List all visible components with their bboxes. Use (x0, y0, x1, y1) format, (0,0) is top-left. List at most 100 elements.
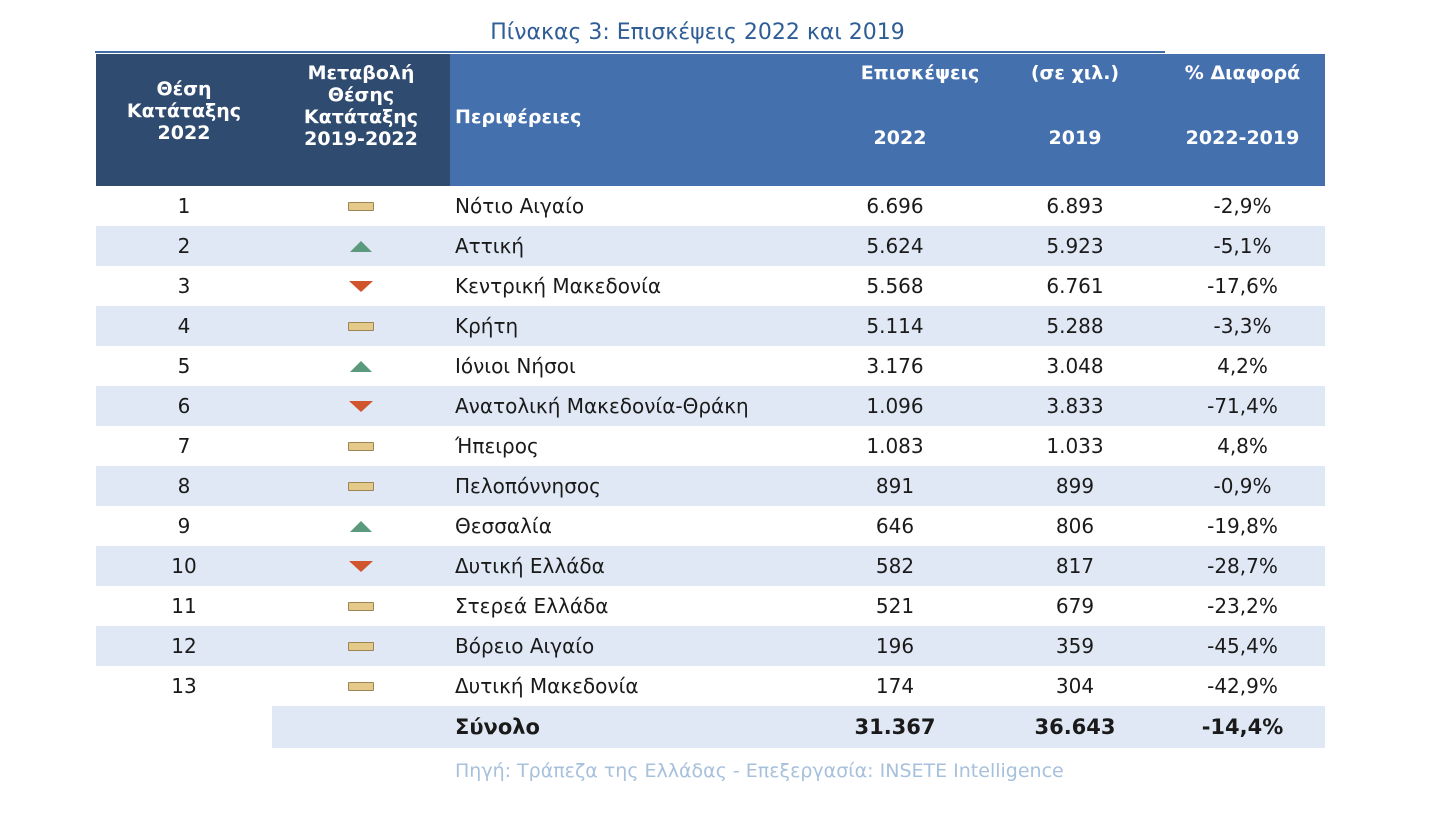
table-row: 8 Πελοπόννησος 891 899 -0,9% (96, 466, 1325, 506)
region-cell: Ήπειρος (455, 434, 539, 458)
total-diff: -14,4% (1201, 715, 1284, 739)
visits-2019-cell: 5.923 (1046, 234, 1104, 258)
visits-2022-cell: 1.096 (866, 394, 924, 418)
visits-2019-cell: 6.761 (1046, 274, 1104, 298)
diff-cell: -45,4% (1207, 634, 1278, 658)
table-body: 1 Νότιο Αιγαίο 6.696 6.893 -2,9% 2 Αττική 5.624… (96, 186, 1325, 706)
header-diff: % Διαφορά (1184, 62, 1301, 84)
rank-change-cell (272, 386, 450, 426)
region-cell: Ανατολική Μακεδονία-Θράκη (455, 394, 749, 418)
region-cell: Ιόνιοι Νήσοι (455, 354, 576, 378)
region-cell: Κρήτη (455, 314, 519, 338)
header-year-2019: 2019 (1048, 127, 1102, 149)
visits-2022-cell: 5.114 (866, 314, 924, 338)
diff-cell: -28,7% (1207, 554, 1278, 578)
total-row: Σύνολο 31.367 36.643 -14,4% (272, 706, 1325, 748)
table-row: 5 Ιόνιοι Νήσοι 3.176 3.048 4,2% (96, 346, 1325, 386)
arrow-down-icon (349, 280, 373, 292)
rank-cell: 10 (171, 554, 197, 578)
rank-cell: 11 (171, 594, 197, 618)
rank-cell: 6 (177, 394, 191, 418)
header-units: (σε χιλ.) (1030, 62, 1120, 84)
header-region: Περιφέρειες (455, 106, 582, 128)
header-dark-block (96, 54, 450, 186)
visits-2022-cell: 196 (875, 634, 915, 658)
visits-2019-cell: 6.893 (1046, 194, 1104, 218)
diff-cell: -0,9% (1213, 474, 1272, 498)
visits-2019-cell: 1.033 (1046, 434, 1104, 458)
rank-change-cell (272, 346, 450, 386)
visits-2022-cell: 1.083 (866, 434, 924, 458)
table-row: 6 Ανατολική Μακεδονία-Θράκη 1.096 3.833 -71,… (96, 386, 1325, 426)
header-year-2022: 2022 (873, 127, 927, 149)
visits-2022-cell: 174 (875, 674, 915, 698)
visits-2022-cell: 582 (875, 554, 915, 578)
visits-2022-cell: 5.624 (866, 234, 924, 258)
no-change-icon (348, 601, 374, 611)
visits-2022-cell: 3.176 (866, 354, 924, 378)
rank-change-cell (272, 666, 450, 706)
visits-2019-cell: 304 (1055, 674, 1095, 698)
table-title: Πίνακας 3: Επισκέψεις 2022 και 2019 (490, 20, 905, 45)
visits-2022-cell: 891 (875, 474, 915, 498)
table-row: 4 Κρήτη 5.114 5.288 -3,3% (96, 306, 1325, 346)
diff-cell: -5,1% (1213, 234, 1272, 258)
table-row: 12 Βόρειο Αιγαίο 196 359 -45,4% (96, 626, 1325, 666)
no-change-icon (348, 441, 374, 451)
region-cell: Θεσσαλία (455, 514, 552, 538)
table-row: 9 Θεσσαλία 646 806 -19,8% (96, 506, 1325, 546)
header-rank: Θέση Κατάταξης 2022 (126, 78, 242, 144)
arrow-down-icon (349, 400, 373, 412)
title-divider (95, 51, 1165, 53)
rank-change-cell (272, 266, 450, 306)
visits-2022-cell: 5.568 (866, 274, 924, 298)
diff-cell: -71,4% (1207, 394, 1278, 418)
visits-2022-cell: 6.696 (866, 194, 924, 218)
region-cell: Δυτική Ελλάδα (455, 554, 605, 578)
arrow-up-icon (350, 360, 372, 372)
region-cell: Βόρειο Αιγαίο (455, 634, 595, 658)
diff-cell: 4,2% (1217, 354, 1268, 378)
no-change-icon (348, 681, 374, 691)
diff-cell: -23,2% (1207, 594, 1278, 618)
table-row: 1 Νότιο Αιγαίο 6.696 6.893 -2,9% (96, 186, 1325, 226)
rank-change-cell (272, 546, 450, 586)
rank-cell: 2 (177, 234, 191, 258)
table-row: 7 Ήπειρος 1.083 1.033 4,8% (96, 426, 1325, 466)
total-label: Σύνολο (455, 715, 540, 739)
rank-change-cell (272, 306, 450, 346)
visits-2022-cell: 521 (875, 594, 915, 618)
diff-cell: -42,9% (1207, 674, 1278, 698)
no-change-icon (348, 321, 374, 331)
total-2022: 31.367 (854, 715, 936, 739)
visits-2019-cell: 5.288 (1046, 314, 1104, 338)
rank-change-cell (272, 626, 450, 666)
visits-2019-cell: 3.048 (1046, 354, 1104, 378)
region-cell: Αττική (455, 234, 524, 258)
arrow-up-icon (350, 520, 372, 532)
rank-cell: 13 (171, 674, 197, 698)
rank-cell: 5 (177, 354, 191, 378)
source-note: Πηγή: Τράπεζα της Ελλάδας - Επεξεργασία:… (455, 760, 1064, 782)
region-cell: Κεντρική Μακεδονία (455, 274, 662, 298)
visits-2019-cell: 3.833 (1046, 394, 1104, 418)
visits-2019-cell: 679 (1055, 594, 1095, 618)
rank-cell: 3 (177, 274, 191, 298)
table-row: 11 Στερεά Ελλάδα 521 679 -23,2% (96, 586, 1325, 626)
table-row: 13 Δυτική Μακεδονία 174 304 -42,9% (96, 666, 1325, 706)
rank-change-cell (272, 586, 450, 626)
table-row: 3 Κεντρική Μακεδονία 5.568 6.761 -17,6% (96, 266, 1325, 306)
no-change-icon (348, 201, 374, 211)
header-visits: Επισκέψεις (860, 62, 980, 84)
visits-2019-cell: 806 (1055, 514, 1095, 538)
header-diff-years: 2022-2019 (1185, 127, 1300, 149)
rank-cell: 9 (177, 514, 191, 538)
visits-2019-cell: 817 (1055, 554, 1095, 578)
diff-cell: 4,8% (1217, 434, 1268, 458)
diff-cell: -17,6% (1207, 274, 1278, 298)
rank-change-cell (272, 426, 450, 466)
table-row: 10 Δυτική Ελλάδα 582 817 -28,7% (96, 546, 1325, 586)
arrow-down-icon (349, 560, 373, 572)
rank-cell: 7 (177, 434, 191, 458)
visits-2022-cell: 646 (875, 514, 915, 538)
